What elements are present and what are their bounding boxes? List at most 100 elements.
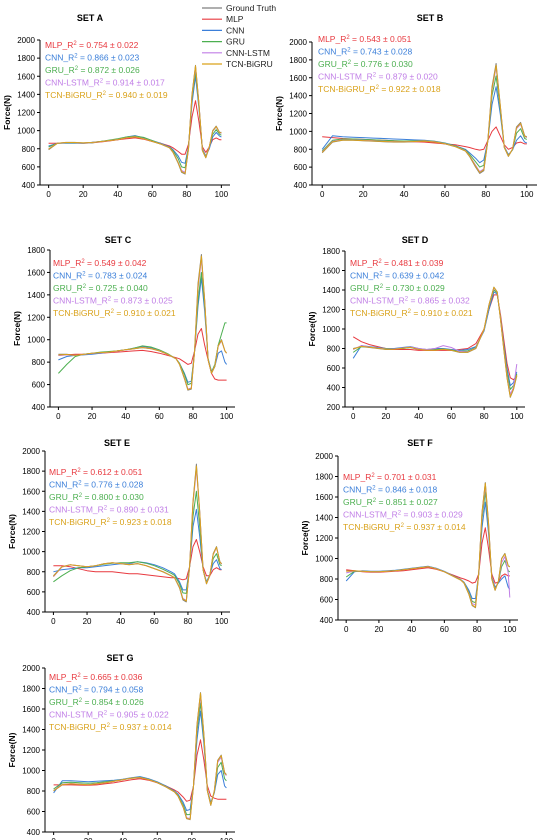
x-tick-label: 0 <box>51 837 56 840</box>
r2-label: CNN_R2 = 0.776 ± 0.028 <box>49 480 144 490</box>
y-tick-label: 2000 <box>22 447 40 456</box>
x-tick-label: 60 <box>150 617 159 626</box>
y-tick-label: 2000 <box>22 664 40 673</box>
y-tick-label: 1000 <box>27 336 45 345</box>
r2-label: TCN-BiGRU_R2 = 0.937 ± 0.014 <box>49 722 172 732</box>
y-tick-label: 1600 <box>22 487 40 496</box>
y-tick-label: 800 <box>294 145 308 154</box>
y-axis-label: Force(N) <box>300 520 310 555</box>
y-tick-label: 2000 <box>289 38 307 47</box>
y-axis-label: Force(N) <box>307 311 317 346</box>
y-tick-label: 1200 <box>22 746 40 755</box>
y-tick-label: 1400 <box>17 90 35 99</box>
r2-label: MLP_R2 = 0.701 ± 0.031 <box>343 472 437 482</box>
x-tick-label: 80 <box>481 190 490 199</box>
legend-entry-label: GRU <box>226 37 245 47</box>
r2-label: MLP_R2 = 0.481 ± 0.039 <box>350 258 444 268</box>
y-tick-label: 1000 <box>322 325 340 334</box>
y-tick-label: 1000 <box>17 127 35 136</box>
series-line-tcn-bigru <box>48 65 222 174</box>
series-line-mlp <box>346 527 510 584</box>
x-tick-label: 100 <box>220 837 234 840</box>
x-tick-label: 80 <box>184 617 193 626</box>
y-tick-label: 600 <box>294 163 308 172</box>
x-tick-label: 20 <box>83 617 92 626</box>
y-tick-label: 1800 <box>322 247 340 256</box>
y-tick-label: 800 <box>22 145 36 154</box>
y-tick-label: 800 <box>27 787 41 796</box>
y-axis-label: Force(N) <box>12 311 22 346</box>
r2-label: CNN_R2 = 0.794 ± 0.058 <box>49 685 144 695</box>
r2-label: TCN-BiGRU_R2 = 0.922 ± 0.018 <box>318 84 441 94</box>
x-tick-label: 100 <box>220 412 234 421</box>
y-tick-label: 1800 <box>289 56 307 65</box>
r2-label: TCN-BiGRU_R2 = 0.940 ± 0.019 <box>45 90 168 100</box>
y-tick-label: 1400 <box>315 514 333 523</box>
r2-label: CNN-LSTM_R2 = 0.914 ± 0.017 <box>45 78 165 88</box>
x-tick-label: 80 <box>480 412 489 421</box>
series-line-tcn-bigru <box>346 482 511 608</box>
y-tick-label: 2000 <box>315 452 333 461</box>
x-tick-label: 40 <box>407 625 416 634</box>
x-tick-label: 60 <box>441 190 450 199</box>
y-tick-label: 1400 <box>22 726 40 735</box>
x-tick-label: 0 <box>56 412 61 421</box>
legend-entry-label: CNN-LSTM <box>226 48 270 58</box>
series-line-gru <box>345 491 511 604</box>
r2-label: MLP_R2 = 0.543 ± 0.051 <box>318 34 412 44</box>
chart-panel-set-a: SET A 400 600 800 1000 1200 1400 1600 1800 2000 0 2… <box>2 13 230 199</box>
x-tick-label: 80 <box>187 837 196 840</box>
r2-label: CNN-LSTM_R2 = 0.903 ± 0.029 <box>343 510 463 520</box>
y-tick-label: 1000 <box>22 767 40 776</box>
series-line-tcn-bigru <box>58 255 228 391</box>
y-tick-label: 600 <box>327 364 341 373</box>
y-tick-label: 600 <box>27 808 41 817</box>
y-axis-label: Force(N) <box>7 514 17 549</box>
r2-label: GRU_R2 = 0.725 ± 0.040 <box>53 283 148 293</box>
x-tick-label: 40 <box>116 617 125 626</box>
r2-label: MLP_R2 = 0.665 ± 0.036 <box>49 672 143 682</box>
r2-label: CNN-LSTM_R2 = 0.905 ± 0.022 <box>49 710 169 720</box>
r2-label: TCN-BiGRU_R2 = 0.937 ± 0.014 <box>343 522 466 532</box>
series-line-tcn-bigru <box>353 286 518 398</box>
y-tick-label: 1600 <box>27 268 45 277</box>
chart-panel-set-g: SET G 400 600 800 1000 1200 1400 1600 1800 2000 0 2… <box>7 653 235 840</box>
r2-label: TCN-BiGRU_R2 = 0.910 ± 0.021 <box>53 308 176 318</box>
x-tick-label: 60 <box>155 412 164 421</box>
legend-entry-label: Ground Truth <box>226 3 276 13</box>
chart-panel-set-f: SET F 400 600 800 1000 1200 1400 1600 1800 2000 0 2… <box>300 438 518 634</box>
x-tick-label: 40 <box>118 837 127 840</box>
y-tick-label: 1200 <box>22 528 40 537</box>
x-tick-label: 40 <box>414 412 423 421</box>
y-tick-label: 400 <box>27 828 41 837</box>
y-axis-label: Force(N) <box>2 95 12 130</box>
y-tick-label: 800 <box>327 345 341 354</box>
y-tick-label: 1400 <box>322 286 340 295</box>
y-tick-label: 1400 <box>27 291 45 300</box>
series-line-gru <box>53 702 227 816</box>
panel-title: SET A <box>77 13 104 23</box>
x-tick-label: 100 <box>520 190 534 199</box>
x-tick-label: 100 <box>215 617 229 626</box>
series-line-cnn <box>352 291 518 387</box>
y-tick-label: 1000 <box>315 555 333 564</box>
series-line-tcn-bigru <box>53 465 222 602</box>
legend-entry-label: MLP <box>226 14 244 24</box>
y-axis-label: Force(N) <box>7 732 17 767</box>
r2-label: CNN_R2 = 0.846 ± 0.018 <box>343 485 438 495</box>
x-tick-label: 20 <box>79 190 88 199</box>
x-tick-label: 0 <box>344 625 349 634</box>
r2-label: CNN-LSTM_R2 = 0.890 ± 0.031 <box>49 505 169 515</box>
chart-panel-set-e: SET E 400 600 800 1000 1200 1400 1600 1800 2000 0 2… <box>7 438 230 626</box>
y-tick-label: 1400 <box>289 92 307 101</box>
r2-label: TCN-BiGRU_R2 = 0.910 ± 0.021 <box>350 308 473 318</box>
x-tick-label: 20 <box>84 837 93 840</box>
x-tick-label: 60 <box>440 625 449 634</box>
x-tick-label: 40 <box>113 190 122 199</box>
legend-entry-label: TCN-BiGRU <box>226 59 273 69</box>
chart-panel-set-c: SET C 400 600 800 1000 1200 1400 1600 1800 0 20 40 6… <box>12 235 235 421</box>
y-tick-label: 600 <box>27 588 41 597</box>
x-tick-label: 60 <box>447 412 456 421</box>
